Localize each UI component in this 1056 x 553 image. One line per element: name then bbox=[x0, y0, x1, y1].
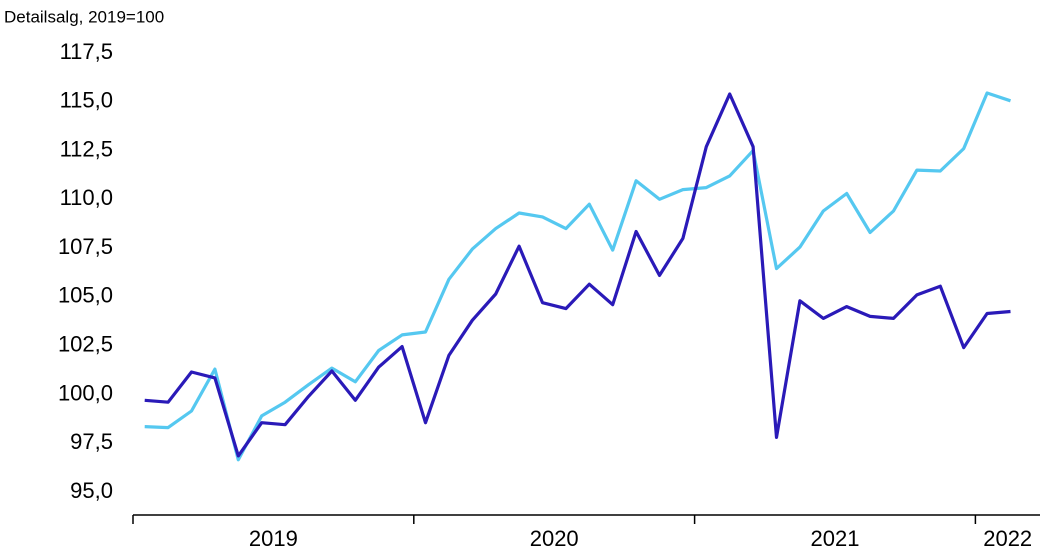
y-tick-label: 100,0 bbox=[58, 380, 113, 405]
y-tick-label: 95,0 bbox=[70, 478, 113, 503]
series-line bbox=[144, 91, 1012, 462]
y-tick-label: 110,0 bbox=[60, 185, 113, 210]
y-axis-label: Detailsalg, 2019=100 bbox=[4, 7, 164, 26]
y-tick-label: 107,5 bbox=[58, 234, 113, 259]
series-line bbox=[144, 92, 1011, 458]
y-tick-label: 97,5 bbox=[70, 429, 113, 454]
x-tick-label: 2020 bbox=[530, 526, 579, 551]
y-tick-label: 102,5 bbox=[58, 331, 113, 356]
y-tick-label: 115,0 bbox=[60, 88, 113, 113]
x-tick-label: 2022 bbox=[983, 526, 1032, 551]
x-tick-label: 2019 bbox=[249, 526, 298, 551]
x-tick-label: 2021 bbox=[811, 526, 860, 551]
y-tick-label: 112,5 bbox=[60, 136, 113, 161]
y-tick-label: 117,5 bbox=[60, 39, 113, 64]
y-tick-label: 105,0 bbox=[58, 283, 113, 308]
